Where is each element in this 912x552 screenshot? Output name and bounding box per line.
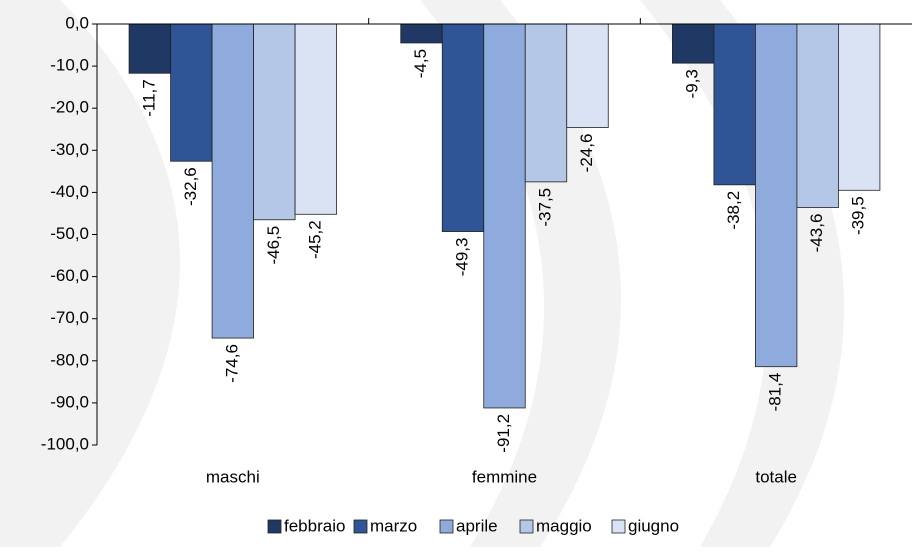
x-tick-label: femmine: [472, 467, 537, 486]
bar: [400, 23, 443, 44]
value-label: -4,5: [411, 49, 430, 78]
legend-swatch: [519, 519, 534, 534]
x-tick-label: totale: [755, 467, 797, 486]
bar: [566, 23, 609, 128]
bar: [838, 23, 881, 191]
legend-swatch: [353, 519, 368, 534]
value-label: -45,2: [305, 220, 324, 259]
value-label: -38,2: [724, 191, 743, 230]
legend-swatch: [267, 519, 282, 534]
bar: [713, 23, 756, 186]
legend-swatch: [611, 519, 626, 534]
bar: [755, 23, 798, 368]
legend-label: febbraio: [284, 516, 345, 535]
value-label: -43,6: [807, 214, 826, 253]
bar: [128, 23, 171, 74]
y-tick-label: -100,0: [41, 434, 89, 453]
legend-label: marzo: [370, 516, 417, 535]
value-label: -37,5: [535, 188, 554, 227]
bar: [672, 23, 715, 64]
y-tick-label: -60,0: [50, 266, 89, 285]
bar: [211, 23, 254, 339]
y-tick-label: -90,0: [50, 392, 89, 411]
bar: [483, 23, 526, 409]
value-label: -46,5: [264, 226, 283, 265]
value-label: -49,3: [452, 238, 471, 277]
legend-label: maggio: [536, 516, 592, 535]
legend-label: giugno: [628, 516, 679, 535]
value-label: -91,2: [494, 414, 513, 453]
y-tick-label: -30,0: [50, 140, 89, 159]
value-label: -74,6: [222, 344, 241, 383]
y-tick-label: -80,0: [50, 350, 89, 369]
value-label: -11,7: [139, 79, 158, 117]
bar: [170, 23, 213, 162]
y-tick-label: -70,0: [50, 308, 89, 327]
bar: [524, 23, 568, 183]
y-tick-label: -10,0: [50, 56, 89, 75]
bar: [796, 23, 839, 208]
value-label: -39,5: [849, 196, 868, 235]
legend-label: aprile: [456, 516, 498, 535]
value-label: -9,3: [683, 69, 702, 98]
y-tick-label: -20,0: [50, 98, 89, 117]
x-tick-label: maschi: [206, 467, 260, 486]
watermark: [0, 0, 180, 547]
value-label: -32,6: [181, 167, 200, 206]
value-label: -81,4: [766, 373, 785, 412]
bar: [294, 23, 337, 215]
y-tick-label: 0,0: [65, 13, 89, 32]
legend-swatch: [439, 519, 454, 534]
bar: [253, 23, 296, 221]
watermark: [420, 0, 621, 547]
value-label: -24,6: [577, 134, 596, 173]
y-tick-label: -50,0: [50, 224, 89, 243]
y-tick-label: -40,0: [50, 182, 89, 201]
bar: [441, 23, 485, 232]
